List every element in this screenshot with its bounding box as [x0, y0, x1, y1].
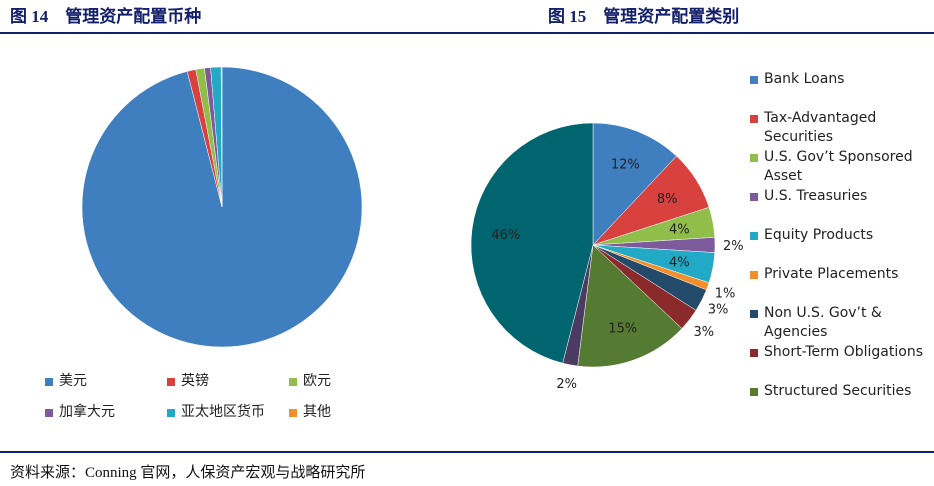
legend-item: Structured Securities	[750, 382, 930, 401]
legend-swatch	[167, 378, 175, 386]
legend-swatch	[750, 76, 758, 84]
legend-label: Structured Securities	[764, 383, 912, 399]
legend-swatch	[750, 310, 758, 318]
legend-swatch	[750, 232, 758, 240]
data-label: 15%	[608, 322, 637, 337]
data-label: 3%	[694, 325, 715, 340]
chart-title: 图 15 管理资产配置类别	[548, 6, 739, 26]
legend-swatch	[750, 193, 758, 201]
legend-item: Equity Products	[750, 226, 930, 245]
chart-title: 图 14 管理资产配置币种	[10, 6, 201, 26]
legend-label: 其他	[303, 404, 331, 420]
legend-label: Non U.S. Gov’t & Agencies	[764, 305, 882, 340]
legend-label: 英镑	[181, 373, 209, 389]
legend-swatch	[167, 409, 175, 417]
legend-label: Bank Loans	[764, 71, 845, 87]
legend-item: 亚太地区货币	[167, 403, 287, 422]
data-label: 8%	[657, 192, 678, 207]
legend-label: U.S. Treasuries	[764, 188, 868, 204]
legend-label: Equity Products	[764, 227, 874, 243]
data-label: 12%	[611, 157, 640, 172]
legend-label: Tax-Advantaged Securities	[764, 110, 877, 145]
legend-item: Bank Loans	[750, 70, 930, 89]
legend-label: 美元	[59, 373, 87, 389]
legend-swatch	[750, 154, 758, 162]
legend-item: 加拿大元	[45, 403, 165, 422]
data-label: 2%	[556, 377, 577, 392]
data-label: 2%	[723, 239, 744, 254]
legend-swatch	[750, 271, 758, 279]
legend-swatch	[750, 349, 758, 357]
data-label: 4%	[669, 255, 690, 270]
legend-label: Private Placements	[764, 266, 899, 282]
legend-label: Short-Term Obligations	[764, 344, 923, 360]
legend-item: Non U.S. Gov’t & Agencies	[750, 304, 930, 342]
data-label: 46%	[491, 228, 520, 243]
pie-slice	[577, 244, 683, 368]
legend-item: 其他	[289, 403, 409, 422]
legend-swatch	[45, 409, 53, 417]
legend-label: U.S. Gov’t Sponsored Asset	[764, 149, 913, 184]
pie-slice	[220, 66, 223, 208]
legend-item: Short-Term Obligations	[750, 343, 930, 362]
data-label: 1%	[715, 287, 736, 302]
data-label: 3%	[708, 303, 729, 318]
legend-swatch	[750, 388, 758, 396]
legend-item: Private Placements	[750, 265, 930, 284]
pie-slice	[592, 122, 677, 246]
legend-swatch	[750, 115, 758, 123]
legend-label: 亚太地区货币	[181, 404, 265, 420]
legend-label: 加拿大元	[59, 404, 115, 420]
legend-swatch	[289, 378, 297, 386]
source: 资料来源：Conning 官网，人保资产宏观与战略研究所	[10, 465, 366, 481]
legend-item: U.S. Gov’t Sponsored Asset	[750, 148, 930, 186]
legend-item: 欧元	[289, 372, 409, 391]
legend-item: 美元	[45, 372, 165, 391]
legend-swatch	[45, 378, 53, 386]
legend-swatch	[289, 409, 297, 417]
legend-item: 英镑	[167, 372, 287, 391]
legend-item: U.S. Treasuries	[750, 187, 930, 206]
data-label: 4%	[669, 223, 690, 238]
pie-slice	[470, 122, 594, 364]
legend-label: 欧元	[303, 373, 331, 389]
legend-item: Tax-Advantaged Securities	[750, 109, 930, 147]
